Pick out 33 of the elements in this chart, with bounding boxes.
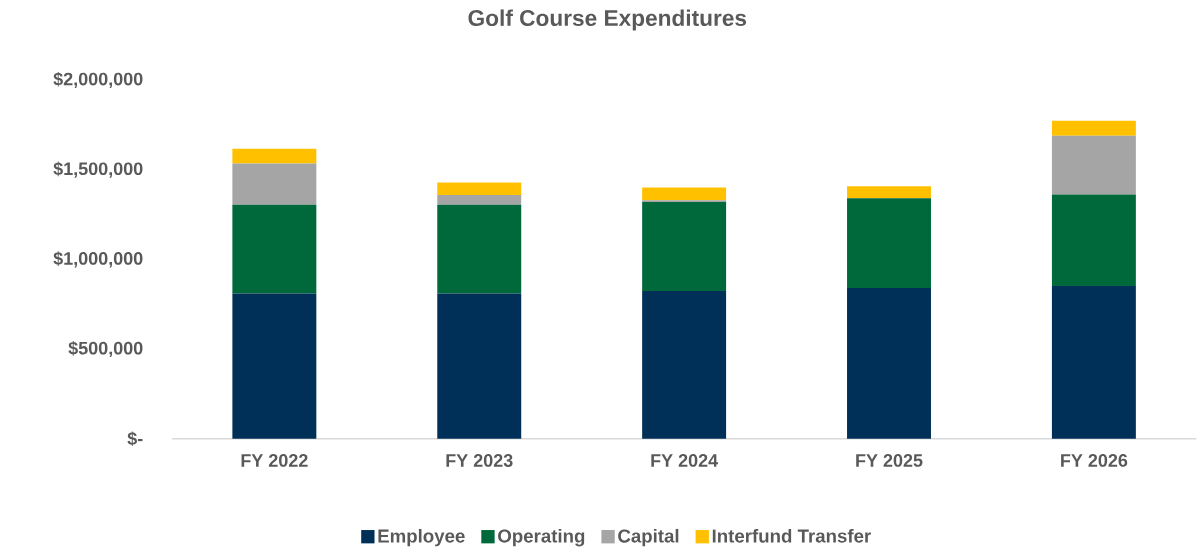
bar bbox=[642, 202, 727, 292]
bar bbox=[1051, 135, 1136, 195]
x-tick-label: FY 2024 bbox=[651, 454, 719, 468]
bar bbox=[232, 293, 317, 439]
legend-label: Interfund Transfer bbox=[712, 529, 871, 543]
legend-label: Employee bbox=[378, 529, 465, 547]
bar bbox=[437, 293, 522, 439]
legend-label: Operating bbox=[498, 529, 585, 547]
bar bbox=[847, 288, 931, 439]
bar bbox=[232, 163, 317, 205]
bar bbox=[437, 182, 522, 196]
bar bbox=[1051, 194, 1136, 287]
bar bbox=[232, 149, 317, 164]
y-tick-label: $2,000,000 bbox=[53, 72, 143, 89]
legend-label: Capital bbox=[618, 529, 679, 547]
bar bbox=[847, 186, 931, 199]
bar bbox=[232, 204, 317, 294]
y-tick-label: $- bbox=[127, 431, 143, 447]
chart-title: Golf Course Expenditures bbox=[468, 9, 747, 31]
bar bbox=[437, 204, 522, 294]
bar bbox=[437, 195, 522, 205]
bar bbox=[642, 187, 727, 201]
y-tick-label: $1,500,000 bbox=[53, 161, 143, 178]
bar bbox=[642, 291, 727, 439]
x-tick-label: FY 2026 bbox=[1061, 454, 1128, 468]
bar bbox=[1051, 120, 1136, 136]
y-tick-label: $1,000,000 bbox=[53, 251, 143, 268]
x-tick-label: FY 2022 bbox=[241, 454, 308, 468]
bar bbox=[847, 198, 931, 289]
y-tick-label: $500,000 bbox=[68, 341, 143, 358]
x-tick-label: FY 2025 bbox=[856, 454, 923, 468]
bar bbox=[1051, 286, 1136, 439]
x-tick-label: FY 2023 bbox=[446, 454, 513, 468]
